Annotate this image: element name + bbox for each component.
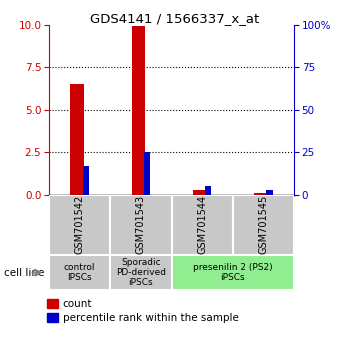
Bar [49, 195, 110, 255]
Bar [132, 27, 145, 195]
Bar [172, 255, 294, 290]
Text: cell line: cell line [4, 268, 44, 278]
Bar [266, 190, 273, 195]
Bar [254, 193, 268, 195]
Text: Sporadic
PD-derived
iPSCs: Sporadic PD-derived iPSCs [116, 258, 166, 287]
Bar [193, 190, 206, 195]
Text: GDS4141 / 1566337_x_at: GDS4141 / 1566337_x_at [90, 12, 260, 25]
Bar [233, 195, 294, 255]
Bar [172, 195, 233, 255]
Text: control
IPSCs: control IPSCs [64, 263, 95, 282]
Bar [110, 255, 172, 290]
Legend: count, percentile rank within the sample: count, percentile rank within the sample [47, 299, 239, 323]
Text: presenilin 2 (PS2)
iPSCs: presenilin 2 (PS2) iPSCs [193, 263, 273, 282]
Bar [49, 255, 110, 290]
Bar [110, 195, 172, 255]
Bar [83, 166, 89, 195]
Text: GSM701542: GSM701542 [75, 195, 85, 255]
Bar [205, 186, 211, 195]
Text: GSM701545: GSM701545 [258, 195, 268, 255]
Bar [70, 84, 84, 195]
Text: GSM701543: GSM701543 [136, 195, 146, 255]
Bar [144, 152, 150, 195]
Text: GSM701544: GSM701544 [197, 195, 207, 255]
